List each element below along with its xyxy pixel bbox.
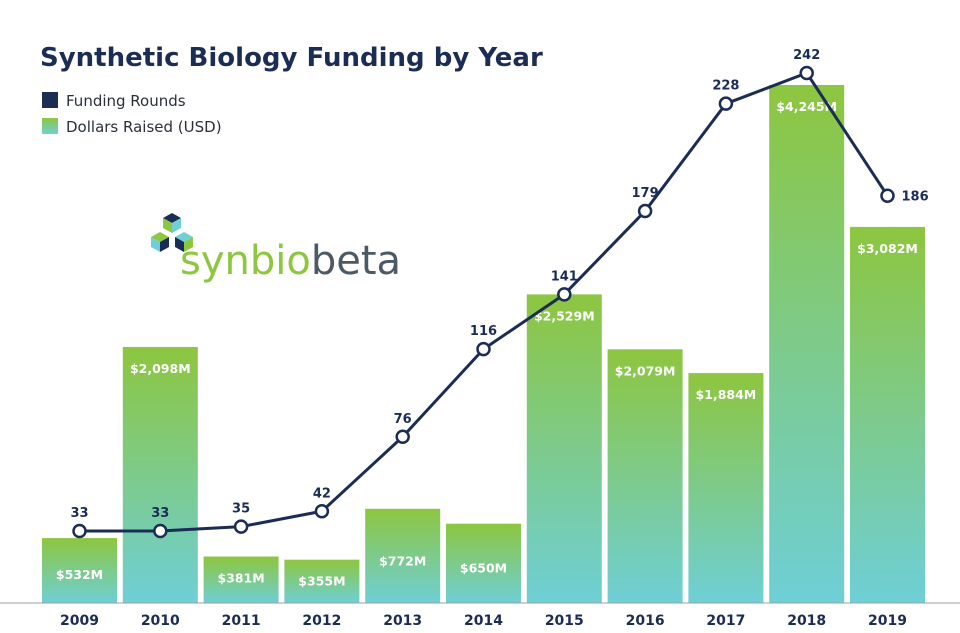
bar-value-label: $381M [217,571,264,586]
bar-2010 [122,346,198,603]
bar-2019 [850,226,925,603]
logo-wordmark: synbiobeta [180,238,401,284]
bar-value-label: $2,079M [615,363,676,378]
rounds-value-label: 76 [394,412,412,427]
rounds-value-label: 35 [232,502,250,517]
rounds-point-2009 [72,523,87,539]
bar-value-label: $4,245M [776,99,837,114]
x-tick-label: 2015 [545,613,584,629]
rounds-value-label: 141 [551,269,578,284]
x-tick-label: 2014 [464,613,503,629]
bar-2009 [42,538,117,603]
funding-rounds-line [79,71,889,533]
x-tick-label: 2009 [60,613,99,629]
rounds-value-label: 116 [470,324,497,339]
rounds-value-label: 33 [70,506,88,521]
bar-value-label: $772M [379,554,426,569]
x-tick-label: 2010 [141,613,180,629]
rounds-value-label: 33 [151,506,169,521]
x-tick-label: 2017 [706,613,745,629]
bar-2017 [688,373,764,603]
rounds-value-label: 228 [712,79,739,94]
x-tick-label: 2019 [868,613,907,629]
bar-value-label: $1,884M [696,387,757,402]
rounds-point-2019 [880,188,895,203]
bars-layer: $532M $2,098M $381M $355M $772M $650M $2,529M $… [42,85,925,603]
bar-2011 [203,556,279,603]
chart-title: Synthetic Biology Funding by Year [40,43,543,73]
legend-swatch-funding-rounds [42,92,58,108]
bar-2018 [769,85,845,603]
rounds-point-2016 [637,203,653,219]
rounds-point-2012 [314,504,330,519]
legend-label-dollars-raised: Dollars Raised (USD) [66,118,222,136]
logo-mark-icon [151,213,193,252]
rounds-point-2017 [718,96,734,111]
x-tick-label: 2011 [222,613,261,629]
bar-2012 [284,559,360,603]
rounds-point-2015 [557,287,572,302]
bar-value-label: $3,082M [857,241,918,256]
rounds-value-label: 42 [313,486,331,501]
rounds-point-2011 [233,519,249,534]
bar-value-label: $650M [460,560,507,575]
bar-2015 [526,294,602,603]
rounds-point-2018 [799,65,814,81]
x-tick-label: 2012 [302,613,341,629]
x-tick-label: 2013 [383,613,422,629]
line-layer: 33 33 35 42 76 116 141 179 228 242 186 [70,48,929,539]
x-tick-label: 2016 [626,613,665,629]
rounds-point-2010 [153,523,168,539]
bar-value-label: $532M [56,567,103,582]
x-tick-label: 2018 [787,613,826,629]
rounds-value-label: 242 [793,48,820,63]
x-axis-ticks: 2009 2010 2011 2012 2013 2014 2015 2016 2017 2018… [60,613,907,629]
legend-swatch-dollars-raised [42,118,58,134]
rounds-value-label: 179 [632,186,659,201]
bar-value-label: $2,098M [130,361,191,376]
rounds-point-2013 [395,429,410,445]
legend: Funding Rounds Dollars Raised (USD) [42,92,222,136]
rounds-point-2014 [476,341,491,357]
bar-value-label: $355M [298,574,345,589]
synbiobeta-logo: synbiobeta [151,213,401,284]
bar-2016 [607,349,683,603]
bar-2013 [365,508,441,603]
bar-value-label: $2,529M [534,308,595,323]
rounds-value-label: 186 [902,190,929,205]
bar-2014 [446,523,521,603]
legend-label-funding-rounds: Funding Rounds [66,92,186,110]
